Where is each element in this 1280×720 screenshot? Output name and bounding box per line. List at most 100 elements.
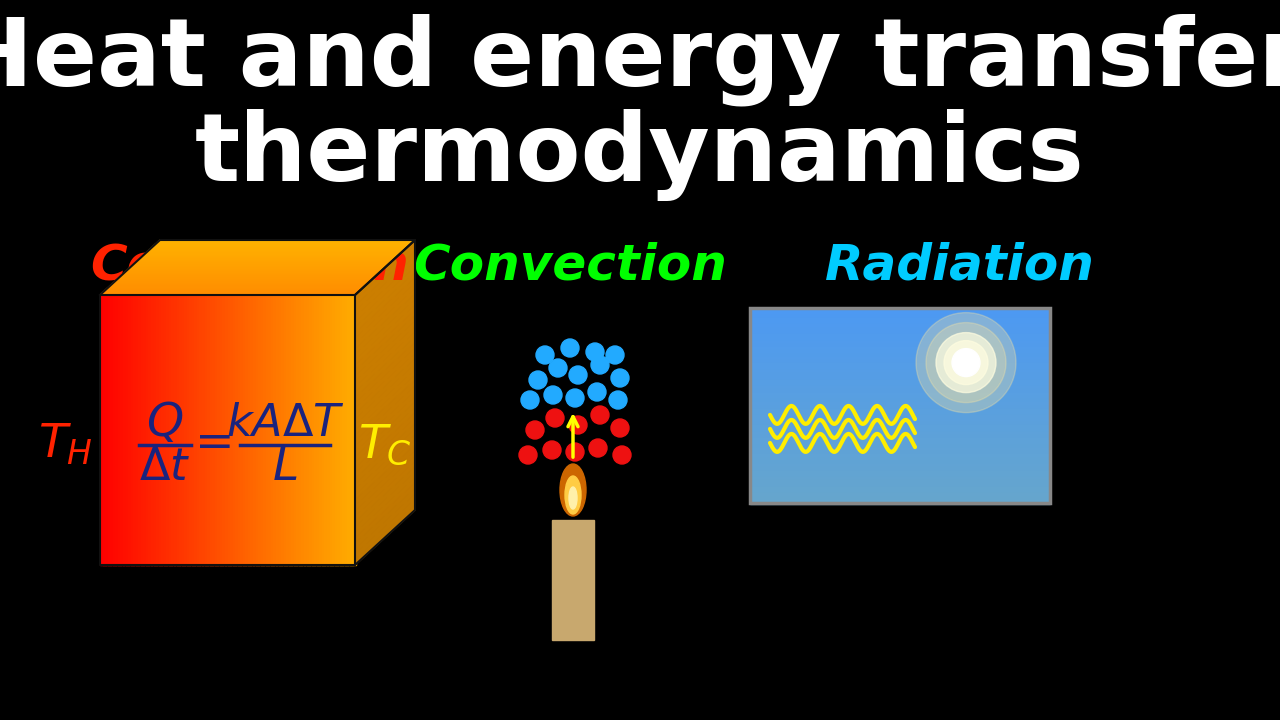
Polygon shape xyxy=(355,391,415,451)
Polygon shape xyxy=(148,250,404,251)
Polygon shape xyxy=(100,294,356,295)
Polygon shape xyxy=(113,283,369,284)
Circle shape xyxy=(611,369,628,387)
Polygon shape xyxy=(146,252,402,253)
Bar xyxy=(218,295,221,565)
Bar xyxy=(342,295,346,565)
Bar xyxy=(750,328,1050,332)
Polygon shape xyxy=(150,249,406,250)
Circle shape xyxy=(609,391,627,409)
Bar xyxy=(750,308,1050,503)
Polygon shape xyxy=(147,251,403,252)
Bar xyxy=(202,295,206,565)
Polygon shape xyxy=(355,472,415,533)
Circle shape xyxy=(916,312,1016,413)
Circle shape xyxy=(591,356,609,374)
Polygon shape xyxy=(138,258,394,260)
Bar xyxy=(200,295,204,565)
Bar xyxy=(113,295,116,565)
Bar xyxy=(207,295,211,565)
Bar xyxy=(750,321,1050,325)
Bar xyxy=(750,337,1050,341)
Polygon shape xyxy=(355,240,415,300)
Polygon shape xyxy=(355,267,415,328)
Polygon shape xyxy=(122,274,378,275)
Bar xyxy=(131,295,134,565)
Polygon shape xyxy=(145,253,401,254)
Circle shape xyxy=(936,333,996,392)
Polygon shape xyxy=(355,505,415,565)
Bar xyxy=(750,438,1050,442)
Bar xyxy=(308,295,312,565)
Bar xyxy=(120,295,124,565)
Bar xyxy=(750,464,1050,468)
Bar xyxy=(146,295,150,565)
Polygon shape xyxy=(109,286,365,287)
Circle shape xyxy=(588,383,605,401)
Bar xyxy=(248,295,251,565)
Bar xyxy=(253,295,256,565)
Text: $T_H$: $T_H$ xyxy=(37,422,92,468)
Bar xyxy=(750,347,1050,351)
Polygon shape xyxy=(156,242,412,243)
Polygon shape xyxy=(355,375,415,436)
Bar xyxy=(279,295,282,565)
Bar xyxy=(264,295,266,565)
Bar xyxy=(305,295,307,565)
Ellipse shape xyxy=(570,487,577,509)
Circle shape xyxy=(549,359,567,377)
Circle shape xyxy=(586,343,604,361)
Bar xyxy=(750,467,1050,472)
Text: Convection: Convection xyxy=(413,241,727,289)
Bar xyxy=(750,366,1050,371)
Polygon shape xyxy=(355,326,415,387)
Polygon shape xyxy=(141,256,397,258)
Text: thermodynamics: thermodynamics xyxy=(195,109,1085,201)
Bar xyxy=(205,295,209,565)
Circle shape xyxy=(521,391,539,409)
Bar xyxy=(750,435,1050,439)
Bar xyxy=(750,364,1050,367)
Polygon shape xyxy=(133,263,390,264)
Bar xyxy=(750,386,1050,390)
Bar xyxy=(750,341,1050,345)
Bar xyxy=(329,295,333,565)
Bar xyxy=(311,295,315,565)
Polygon shape xyxy=(123,273,379,274)
Polygon shape xyxy=(355,246,415,306)
Bar xyxy=(324,295,328,565)
Bar xyxy=(750,405,1050,410)
Polygon shape xyxy=(131,265,388,266)
Bar xyxy=(287,295,289,565)
Bar xyxy=(243,295,246,565)
Polygon shape xyxy=(105,289,361,291)
Bar xyxy=(750,441,1050,446)
Bar xyxy=(177,295,180,565)
Bar xyxy=(750,350,1050,354)
Circle shape xyxy=(566,443,584,461)
Bar xyxy=(233,295,236,565)
Bar xyxy=(215,295,219,565)
Polygon shape xyxy=(355,294,415,354)
Polygon shape xyxy=(355,386,415,446)
Text: Radiation: Radiation xyxy=(826,241,1094,289)
Polygon shape xyxy=(355,402,415,462)
Bar xyxy=(750,461,1050,465)
Polygon shape xyxy=(151,248,407,249)
Polygon shape xyxy=(132,264,389,265)
Circle shape xyxy=(547,409,564,427)
Bar xyxy=(750,311,1050,315)
Bar xyxy=(161,295,165,565)
Polygon shape xyxy=(355,456,415,516)
Bar xyxy=(136,295,140,565)
Bar xyxy=(750,422,1050,426)
Bar xyxy=(223,295,227,565)
Polygon shape xyxy=(355,445,415,505)
Polygon shape xyxy=(355,369,415,430)
Polygon shape xyxy=(128,269,384,270)
Circle shape xyxy=(566,389,584,407)
Circle shape xyxy=(529,371,547,389)
Bar xyxy=(166,295,170,565)
Bar xyxy=(261,295,264,565)
Circle shape xyxy=(570,416,588,434)
